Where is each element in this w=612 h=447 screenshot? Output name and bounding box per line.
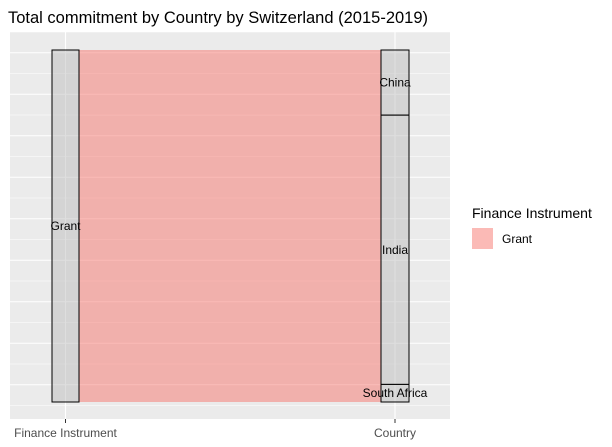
x-axis: Finance Instrument Country [14, 419, 416, 440]
stratum-south-africa [380, 383, 410, 403]
flow-india [79, 115, 381, 385]
stratum-china [380, 49, 410, 116]
legend-title: Finance Instrument [472, 205, 592, 221]
chart-title: Total commitment by Country by Switzerla… [8, 9, 428, 27]
stratum-grant [51, 49, 80, 403]
legend-key-grant [472, 228, 493, 249]
x-tick-label-country: Country [374, 426, 416, 440]
stratum-label-china: China [379, 76, 411, 90]
flow-china [79, 50, 381, 116]
strata-layer [51, 49, 410, 403]
stratum-labels-layer: Grant China India South Africa [50, 76, 427, 401]
stratum-label-south-africa: South Africa [363, 386, 428, 400]
stratum-label-india: India [382, 243, 408, 257]
flow-south-africa [79, 384, 381, 402]
legend-label-grant: Grant [502, 232, 533, 246]
stratum-label-grant: Grant [50, 219, 81, 233]
legend: Finance Instrument Grant [472, 205, 592, 249]
legend-entries: Grant [472, 228, 533, 249]
flows-layer [79, 50, 381, 402]
x-tick-label-finance-instrument: Finance Instrument [14, 426, 117, 440]
stratum-india [380, 114, 410, 385]
